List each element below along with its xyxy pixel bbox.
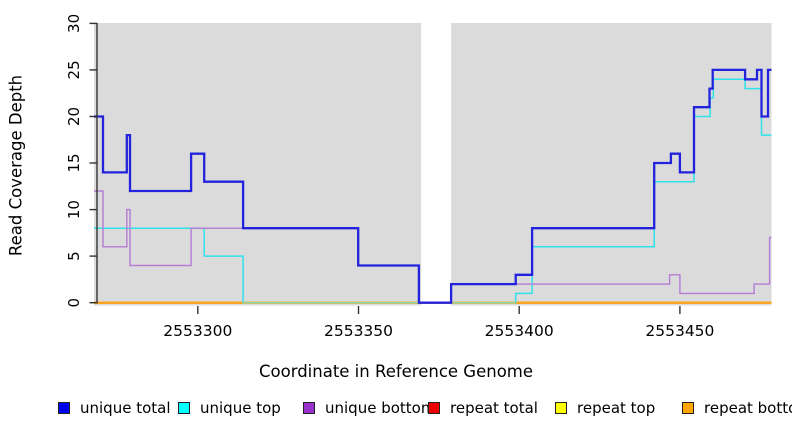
series-lines-layer — [94, 68, 772, 304]
y-tick-label-10: 10 — [65, 200, 83, 219]
legend-label: unique bottom — [325, 399, 436, 417]
plot-background-layer — [94, 23, 772, 306]
legend-swatch-unique-top — [178, 402, 190, 414]
x-tick-label-2553400: 2553400 — [485, 322, 554, 340]
legend-item-unique-total: unique total — [58, 399, 171, 417]
x-tick-label-2553350: 2553350 — [324, 322, 393, 340]
legend-label: unique total — [80, 399, 171, 417]
x-axis-title: Coordinate in Reference Genome — [258, 362, 534, 381]
series-line-unique-total — [94, 68, 772, 304]
y-tick-label-25: 25 — [65, 60, 83, 79]
legend-item-repeat-total: repeat total — [428, 399, 538, 417]
axes-layer: 0 5 10 15 20 25 30 2553300 2553350 2553400 2553450 — [65, 14, 714, 340]
legend-swatch-unique-bottom — [303, 402, 315, 414]
legend-swatch-unique-total — [58, 402, 70, 414]
y-tick-label-0: 0 — [65, 298, 83, 308]
legend-label: repeat top — [577, 399, 656, 417]
legend-swatch-repeat-total — [428, 402, 440, 414]
legend-label: unique top — [200, 399, 281, 417]
series-line-unique-top — [94, 78, 772, 304]
x-tick-label-2553450: 2553450 — [645, 322, 714, 340]
y-axis-title: Read Coverage Depth — [6, 74, 26, 257]
no-data-gap-band — [421, 23, 452, 306]
legend-item-unique-bottom: unique bottom — [303, 399, 436, 417]
legend-item-repeat-top: repeat top — [555, 399, 656, 417]
legend-swatch-repeat-top — [555, 402, 567, 414]
y-tick-label-5: 5 — [65, 251, 83, 261]
x-tick-label-2553300: 2553300 — [163, 322, 232, 340]
legend-item-unique-top: unique top — [178, 399, 281, 417]
legend-item-repeat-bottom: repeat bottom — [682, 399, 792, 417]
y-tick-label-30: 30 — [65, 14, 83, 33]
legend-label: repeat bottom — [704, 399, 792, 417]
legend-swatch-repeat-bottom — [682, 402, 694, 414]
legend-label: repeat total — [450, 399, 538, 417]
y-tick-label-15: 15 — [65, 153, 83, 172]
y-tick-label-20: 20 — [65, 107, 83, 126]
